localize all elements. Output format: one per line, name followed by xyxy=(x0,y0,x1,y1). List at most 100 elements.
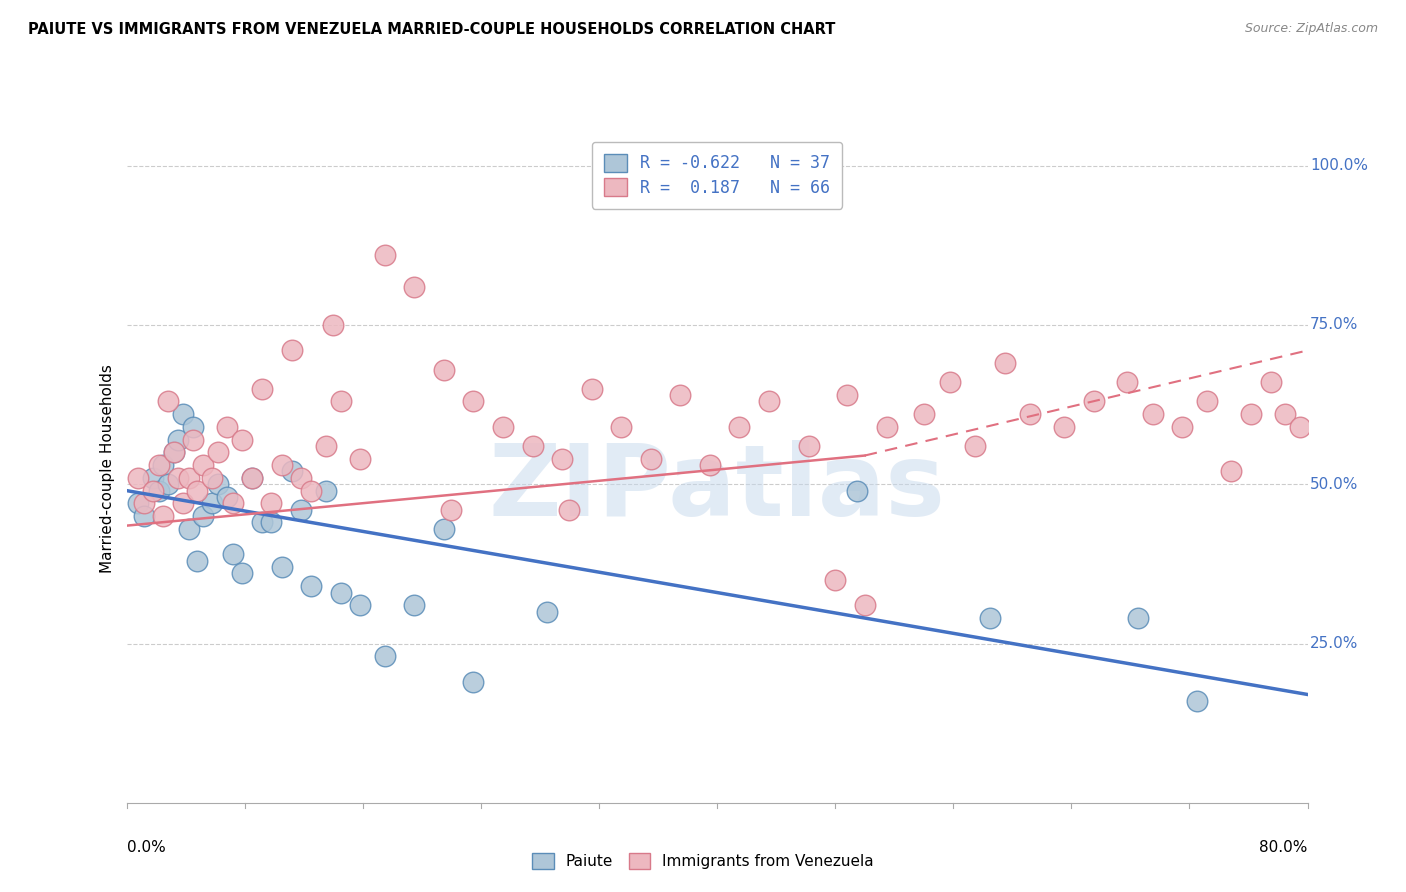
Point xyxy=(299,483,322,498)
Point xyxy=(699,458,721,472)
Point xyxy=(215,420,238,434)
Point xyxy=(270,560,292,574)
Point xyxy=(270,458,292,472)
Point xyxy=(846,483,869,498)
Point xyxy=(1083,394,1105,409)
Point xyxy=(186,554,208,568)
Point xyxy=(222,547,245,561)
Point xyxy=(252,382,274,396)
Point xyxy=(152,509,174,524)
Point xyxy=(329,394,352,409)
Legend: R = -0.622   N = 37, R =  0.187   N = 66: R = -0.622 N = 37, R = 0.187 N = 66 xyxy=(592,142,842,209)
Point xyxy=(440,502,463,516)
Point xyxy=(315,439,337,453)
Point xyxy=(127,471,149,485)
Point xyxy=(193,458,215,472)
Point xyxy=(177,471,200,485)
Point xyxy=(349,451,371,466)
Point xyxy=(152,458,174,472)
Point xyxy=(172,496,194,510)
Point xyxy=(610,420,633,434)
Point xyxy=(181,420,204,434)
Point xyxy=(728,420,751,434)
Point xyxy=(1053,420,1076,434)
Point xyxy=(463,394,485,409)
Point xyxy=(167,433,190,447)
Point xyxy=(201,496,224,510)
Point xyxy=(148,458,170,472)
Point xyxy=(994,356,1017,370)
Text: PAIUTE VS IMMIGRANTS FROM VENEZUELA MARRIED-COUPLE HOUSEHOLDS CORRELATION CHART: PAIUTE VS IMMIGRANTS FROM VENEZUELA MARR… xyxy=(28,22,835,37)
Point xyxy=(522,439,544,453)
Point xyxy=(1219,465,1241,479)
Point xyxy=(290,471,312,485)
Point xyxy=(215,490,238,504)
Point xyxy=(1126,611,1149,625)
Point xyxy=(536,605,558,619)
Point xyxy=(260,496,283,510)
Point xyxy=(172,407,194,421)
Point xyxy=(492,420,515,434)
Y-axis label: Married-couple Households: Married-couple Households xyxy=(100,364,115,573)
Point xyxy=(463,674,485,689)
Point xyxy=(222,496,245,510)
Point xyxy=(322,318,344,332)
Point xyxy=(433,522,456,536)
Text: 0.0%: 0.0% xyxy=(127,839,166,855)
Point xyxy=(290,502,312,516)
Point xyxy=(876,420,898,434)
Point xyxy=(315,483,337,498)
Point xyxy=(374,248,396,262)
Point xyxy=(260,516,283,530)
Point xyxy=(853,599,876,613)
Point xyxy=(252,516,274,530)
Point xyxy=(835,388,858,402)
Point xyxy=(640,451,662,466)
Point xyxy=(404,599,426,613)
Point xyxy=(1274,407,1296,421)
Point xyxy=(824,573,846,587)
Text: 80.0%: 80.0% xyxy=(1260,839,1308,855)
Legend: Paiute, Immigrants from Venezuela: Paiute, Immigrants from Venezuela xyxy=(526,847,880,875)
Point xyxy=(349,599,371,613)
Point xyxy=(231,433,253,447)
Point xyxy=(404,279,426,293)
Text: 100.0%: 100.0% xyxy=(1310,158,1368,173)
Point xyxy=(1197,394,1219,409)
Point xyxy=(240,471,263,485)
Point xyxy=(231,566,253,581)
Point xyxy=(581,382,603,396)
Point xyxy=(939,376,962,390)
Text: ZIPatlas: ZIPatlas xyxy=(489,440,945,537)
Point xyxy=(1142,407,1164,421)
Point xyxy=(965,439,987,453)
Point xyxy=(177,522,200,536)
Point xyxy=(281,465,304,479)
Point xyxy=(1116,376,1139,390)
Point xyxy=(207,477,229,491)
Point xyxy=(156,394,179,409)
Point xyxy=(797,439,820,453)
Point xyxy=(163,445,186,459)
Point xyxy=(186,483,208,498)
Point xyxy=(374,649,396,664)
Point xyxy=(142,483,165,498)
Point xyxy=(299,579,322,593)
Point xyxy=(207,445,229,459)
Point xyxy=(1019,407,1042,421)
Point xyxy=(127,496,149,510)
Point xyxy=(181,433,204,447)
Point xyxy=(758,394,780,409)
Text: 75.0%: 75.0% xyxy=(1310,318,1358,333)
Point xyxy=(201,471,224,485)
Point xyxy=(134,496,156,510)
Point xyxy=(281,343,304,358)
Point xyxy=(1240,407,1263,421)
Point xyxy=(669,388,692,402)
Point xyxy=(329,585,352,599)
Point xyxy=(167,471,190,485)
Point xyxy=(134,509,156,524)
Point xyxy=(1289,420,1312,434)
Point xyxy=(148,483,170,498)
Point xyxy=(142,471,165,485)
